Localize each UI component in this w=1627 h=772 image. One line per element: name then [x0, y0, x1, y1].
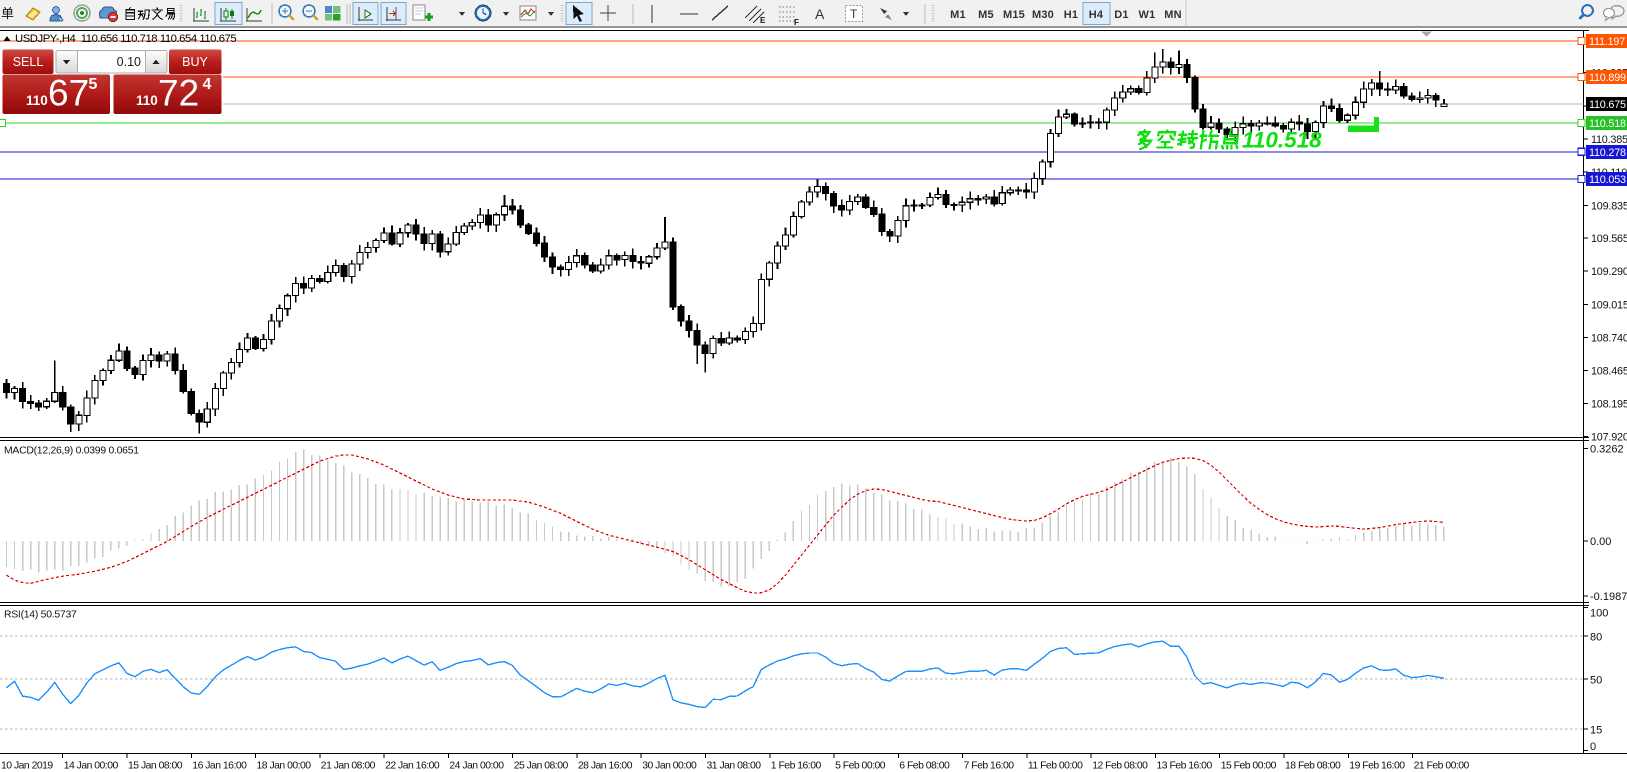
svg-text:18 Feb 08:00: 18 Feb 08:00: [1285, 761, 1341, 772]
svg-text:108.195: 108.195: [1591, 398, 1627, 410]
svg-text:18 Jan 00:00: 18 Jan 00:00: [257, 761, 312, 772]
svg-text:M30: M30: [1032, 9, 1054, 21]
svg-text:109.290: 109.290: [1591, 266, 1627, 278]
svg-text:108.465: 108.465: [1591, 366, 1627, 378]
svg-text:19 Feb 16:00: 19 Feb 16:00: [1349, 761, 1405, 772]
svg-text:0: 0: [1590, 741, 1596, 753]
svg-text:-0.1987: -0.1987: [1590, 591, 1627, 603]
svg-text:USDJPY-,H4 110.656 110.718 11: USDJPY-,H4 110.656 110.718 110.654 110.6…: [15, 33, 236, 45]
svg-text:110.278: 110.278: [1589, 147, 1626, 159]
svg-text:7 Feb 16:00: 7 Feb 16:00: [964, 761, 1015, 772]
svg-text:4: 4: [203, 76, 212, 93]
svg-text:67: 67: [48, 73, 89, 114]
svg-text:单: 单: [1, 6, 14, 21]
svg-text:111.197: 111.197: [1589, 36, 1625, 48]
svg-text:5: 5: [89, 76, 98, 93]
svg-text:31 Jan 08:00: 31 Jan 08:00: [707, 761, 762, 772]
svg-text:110.899: 110.899: [1589, 72, 1626, 84]
svg-text:SELL: SELL: [13, 55, 44, 69]
svg-text:21 Jan 08:00: 21 Jan 08:00: [321, 761, 376, 772]
svg-text:22 Jan 16:00: 22 Jan 16:00: [385, 761, 440, 772]
svg-text:MACD(12,26,9) 0.0399 0.0651: MACD(12,26,9) 0.0399 0.0651: [4, 446, 139, 457]
svg-text:0.3262: 0.3262: [1590, 444, 1624, 456]
svg-text:0.10: 0.10: [117, 55, 141, 69]
svg-text:110.675: 110.675: [1589, 99, 1626, 111]
svg-text:H1: H1: [1064, 9, 1078, 21]
svg-text:M1: M1: [950, 9, 966, 21]
svg-text:15: 15: [1590, 725, 1602, 737]
svg-text:24 Jan 00:00: 24 Jan 00:00: [449, 761, 504, 772]
svg-text:25 Jan 08:00: 25 Jan 08:00: [514, 761, 569, 772]
svg-text:14 Jan 00:00: 14 Jan 00:00: [64, 761, 119, 772]
svg-text:109.835: 109.835: [1591, 200, 1627, 212]
svg-text:A: A: [815, 6, 825, 22]
svg-text:80: 80: [1590, 632, 1602, 644]
svg-text:F: F: [794, 18, 799, 27]
svg-text:M15: M15: [1003, 9, 1025, 21]
svg-text:50: 50: [1590, 675, 1602, 687]
svg-text:H4: H4: [1089, 9, 1104, 21]
svg-text:BUY: BUY: [182, 55, 208, 69]
svg-text:12 Feb 08:00: 12 Feb 08:00: [1092, 761, 1148, 772]
svg-text:RSI(14) 50.5737: RSI(14) 50.5737: [4, 610, 77, 621]
svg-text:109.565: 109.565: [1591, 233, 1627, 245]
svg-text:110.053: 110.053: [1589, 174, 1626, 186]
svg-text:E: E: [760, 16, 766, 25]
svg-text:16 Jan 16:00: 16 Jan 16:00: [192, 761, 247, 772]
svg-text:30 Jan 00:00: 30 Jan 00:00: [642, 761, 697, 772]
svg-text:28 Jan 16:00: 28 Jan 16:00: [578, 761, 633, 772]
svg-text:109.015: 109.015: [1591, 299, 1627, 311]
svg-text:110: 110: [26, 93, 48, 108]
svg-text:0.00: 0.00: [1590, 536, 1611, 548]
svg-text:W1: W1: [1139, 9, 1156, 21]
svg-text:11 Feb 00:00: 11 Feb 00:00: [1028, 761, 1083, 772]
svg-text:M5: M5: [978, 9, 994, 21]
svg-text:110: 110: [136, 93, 158, 108]
svg-text:100: 100: [1590, 608, 1608, 620]
svg-text:6 Feb 08:00: 6 Feb 08:00: [899, 761, 950, 772]
svg-text:110.518: 110.518: [1242, 128, 1322, 153]
svg-text:T: T: [850, 7, 858, 21]
svg-text:110.385: 110.385: [1591, 134, 1627, 146]
svg-text:107.920: 107.920: [1591, 431, 1627, 443]
svg-text:15 Jan 08:00: 15 Jan 08:00: [128, 761, 183, 772]
svg-text:108.740: 108.740: [1591, 333, 1627, 345]
svg-text:110.518: 110.518: [1589, 118, 1626, 130]
svg-text:5 Feb 00:00: 5 Feb 00:00: [835, 761, 886, 772]
svg-text:MN: MN: [1164, 9, 1182, 21]
svg-text:21 Feb 00:00: 21 Feb 00:00: [1414, 761, 1470, 772]
svg-text:13 Feb 16:00: 13 Feb 16:00: [1157, 761, 1213, 772]
svg-text:72: 72: [158, 73, 199, 114]
svg-text:10 Jan 2019: 10 Jan 2019: [1, 761, 53, 772]
svg-text:D1: D1: [1114, 9, 1128, 21]
svg-text:1 Feb 16:00: 1 Feb 16:00: [771, 761, 822, 772]
svg-text:15 Feb 00:00: 15 Feb 00:00: [1221, 761, 1277, 772]
